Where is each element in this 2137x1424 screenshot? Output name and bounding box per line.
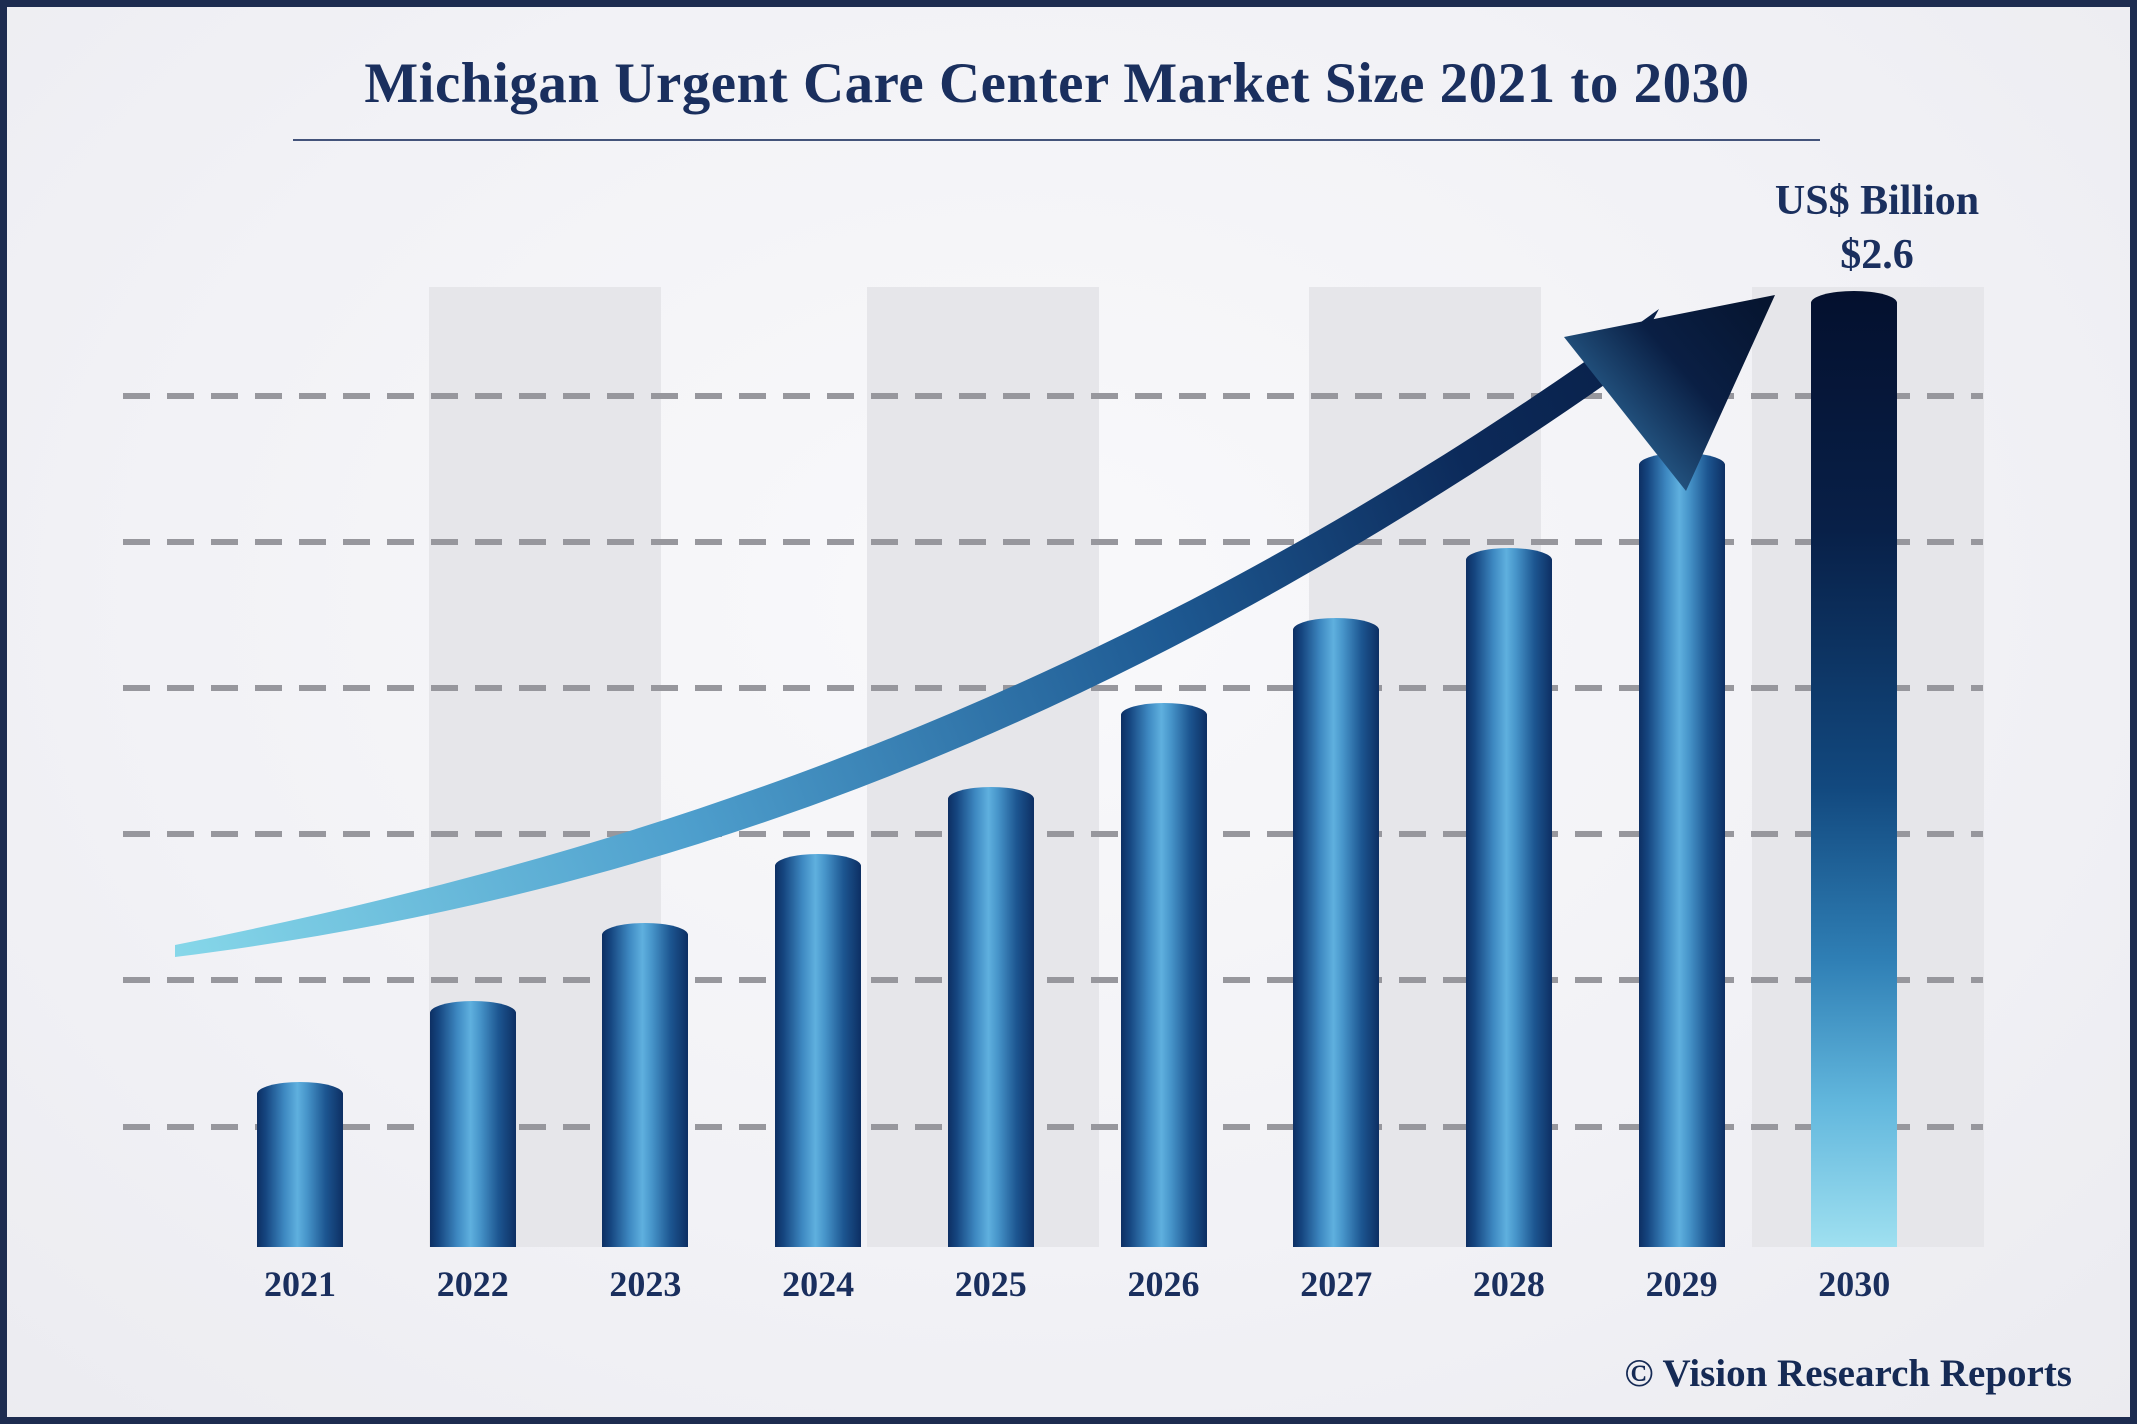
x-label-2024: 2024 xyxy=(782,1264,855,1304)
bar-2029 xyxy=(1638,453,1725,1247)
bar-2021 xyxy=(257,1082,343,1247)
x-label-2029: 2029 xyxy=(1645,1264,1718,1304)
credit: © Vision Research Reports xyxy=(1624,1352,2072,1395)
gridline xyxy=(123,977,1983,983)
bar-2026 xyxy=(1120,703,1207,1247)
chart-title: Michigan Urgent Care Center Market Size … xyxy=(364,52,1750,115)
x-label-2021: 2021 xyxy=(264,1264,336,1304)
title-underline xyxy=(293,139,1820,141)
plot-area xyxy=(123,287,1984,1247)
x-label-2023: 2023 xyxy=(609,1264,682,1304)
value-annotation: US$ Billion $2.6 xyxy=(1637,175,2117,283)
peak-value-label: $2.6 xyxy=(1840,232,1914,278)
x-label-2022: 2022 xyxy=(436,1264,509,1304)
x-label-2025: 2025 xyxy=(954,1264,1027,1304)
x-label-2030: 2030 xyxy=(1818,1264,1891,1304)
bar-2024 xyxy=(775,854,862,1247)
bar-2027 xyxy=(1293,618,1380,1247)
x-axis-labels: 2021 2022 2023 2024 2025 2026 2027 2028 2029 2030 xyxy=(7,1263,2130,1313)
gridline xyxy=(123,1124,1983,1130)
bar-2022 xyxy=(429,1001,516,1247)
bar-2028 xyxy=(1465,548,1552,1247)
unit-label: US$ Billion xyxy=(1774,178,1980,224)
gridline xyxy=(123,393,1983,399)
x-label-2028: 2028 xyxy=(1472,1264,1545,1304)
bar-2030 xyxy=(1811,291,1898,1247)
bar-2023 xyxy=(602,923,689,1247)
bar-2025 xyxy=(947,787,1034,1247)
x-label-2026: 2026 xyxy=(1127,1264,1200,1304)
x-label-2027: 2027 xyxy=(1300,1264,1373,1304)
